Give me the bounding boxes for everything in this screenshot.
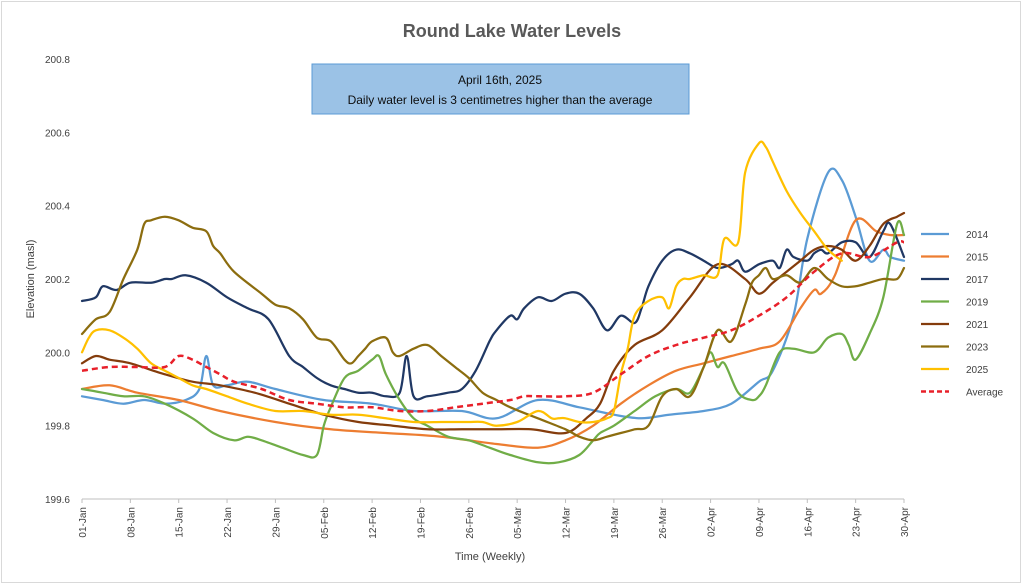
x-tick-label: 02-Apr (707, 506, 718, 537)
x-tick-label: 29-Jan (271, 507, 282, 538)
x-tick-label: 01-Jan (78, 507, 89, 538)
legend-item-2021: 2021 (921, 320, 989, 331)
legend-label: 2017 (966, 275, 989, 286)
x-tick-label: 19-Mar (610, 506, 621, 538)
x-tick-label: 09-Apr (755, 506, 766, 537)
series-line-2019 (80, 219, 906, 465)
series-lines (80, 140, 906, 465)
series-line-2015 (80, 217, 906, 449)
series-line-2017 (80, 221, 906, 401)
y-tick-label: 200.6 (45, 128, 70, 139)
x-tick-label: 22-Jan (223, 507, 234, 538)
legend-item-2019: 2019 (921, 298, 989, 309)
x-tick-label: 30-Apr (900, 506, 911, 537)
legend-item-2015: 2015 (921, 253, 989, 264)
x-tick-label: 12-Mar (562, 506, 573, 538)
series-line-2025 (80, 140, 843, 427)
series-line-2014 (80, 167, 906, 420)
y-tick-label: 200.4 (45, 202, 70, 213)
y-axis-ticks: 199.6 199.8 200.0 200.2 200.4 200.6 200.8 (45, 55, 70, 506)
legend: 2014 2015 2017 2019 2021 2023 2025 Average (921, 230, 1004, 399)
legend-item-average: Average (921, 388, 1004, 399)
series-line-2023 (80, 215, 906, 442)
series-line-2021 (80, 211, 906, 435)
legend-label: Average (966, 388, 1004, 399)
annotation-line-2: Daily water level is 3 centimetres highe… (348, 93, 653, 107)
x-tick-label: 08-Jan (126, 507, 137, 538)
legend-label: 2015 (966, 253, 989, 264)
x-tick-label: 05-Feb (320, 507, 331, 539)
annotation-box: April 16th, 2025 Daily water level is 3 … (311, 63, 690, 115)
legend-label: 2014 (966, 230, 989, 241)
x-tick-label: 19-Feb (416, 507, 427, 539)
y-tick-label: 199.6 (45, 495, 70, 506)
y-tick-label: 199.8 (45, 422, 70, 433)
y-tick-label: 200.0 (45, 348, 70, 359)
legend-item-2014: 2014 (921, 230, 989, 241)
legend-label: 2021 (966, 320, 989, 331)
legend-label: 2025 (966, 365, 989, 376)
x-tick-label: 16-Apr (803, 506, 814, 537)
legend-label: 2019 (966, 298, 989, 309)
x-tick-label: 15-Jan (175, 507, 186, 538)
x-axis-label: Time (Weekly) (455, 551, 525, 563)
y-tick-label: 200.8 (45, 55, 70, 66)
annotation-line-1: April 16th, 2025 (458, 73, 542, 87)
series-line-average (81, 239, 905, 413)
x-tick-label: 26-Mar (658, 506, 669, 538)
annotation-box-background (311, 63, 690, 115)
legend-label: 2023 (966, 343, 989, 354)
y-axis-label: Elevation (masl) (25, 240, 37, 319)
y-tick-label: 200.2 (45, 275, 70, 286)
x-tick-label: 23-Apr (852, 506, 863, 537)
legend-item-2017: 2017 (921, 275, 989, 286)
x-tick-label: 05-Mar (513, 506, 524, 538)
legend-item-2023: 2023 (921, 343, 989, 354)
legend-item-2025: 2025 (921, 365, 989, 376)
chart-title: Round Lake Water Levels (403, 21, 621, 41)
x-axis-ticks: 01-Jan 08-Jan 15-Jan 22-Jan 29-Jan 05-Feb 12-F… (78, 499, 911, 539)
x-tick-label: 12-Feb (368, 507, 379, 539)
x-tick-label: 26-Feb (465, 507, 476, 539)
